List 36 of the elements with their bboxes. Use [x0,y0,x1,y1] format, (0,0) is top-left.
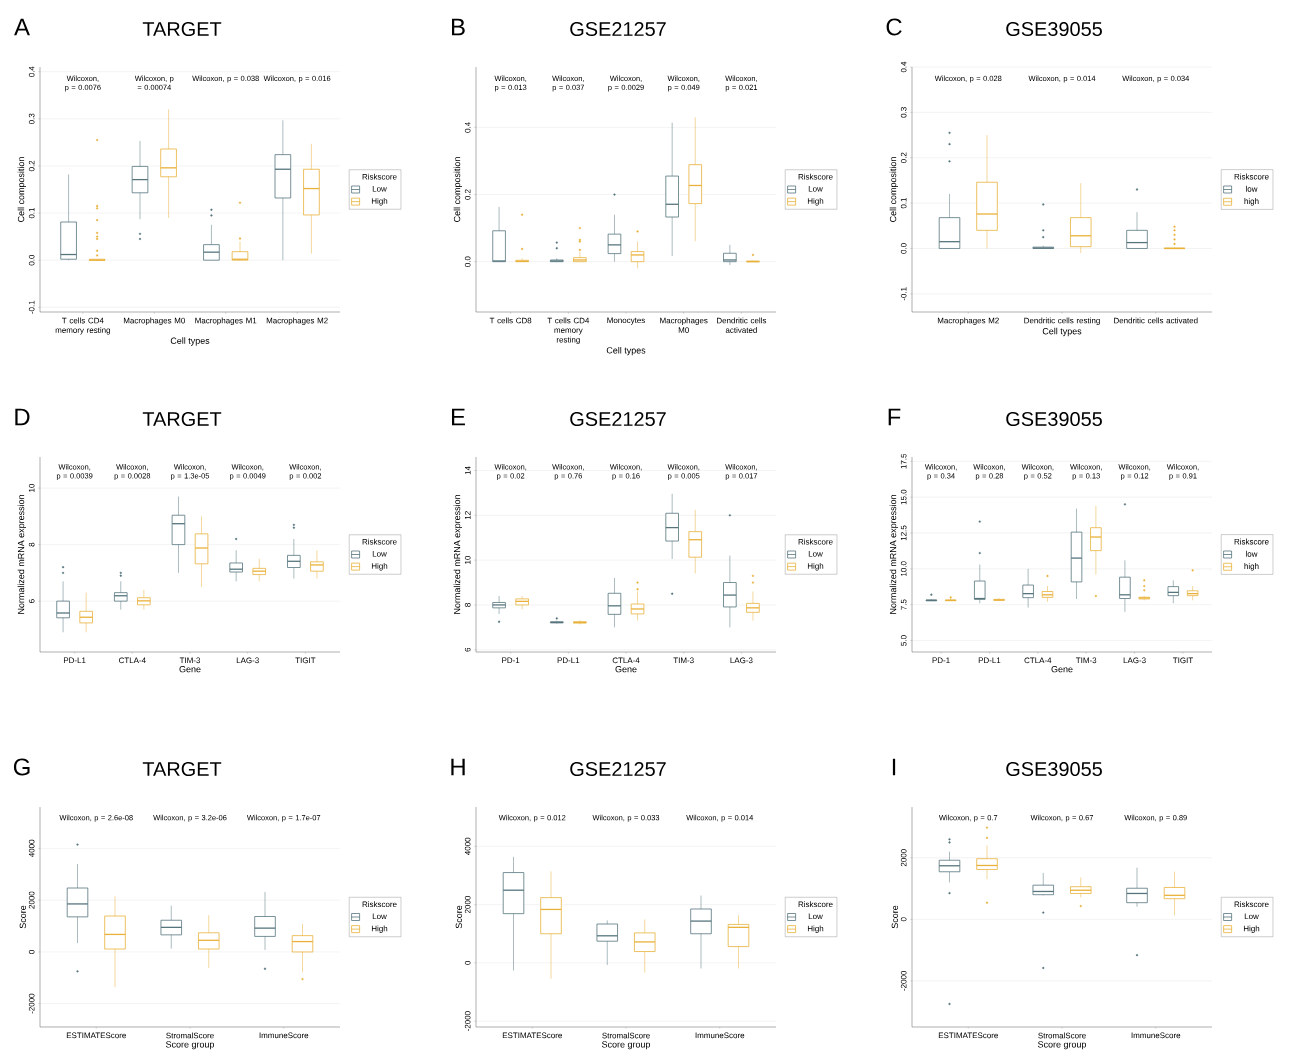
x-axis-title: Gene [179,666,201,673]
chart-title: GSE39055 [1006,761,1102,777]
y-axis-title: Normalized mRNA expression [17,495,26,614]
y-axis-title: Cell composition [889,157,899,222]
chart-title: TARGET [142,761,222,777]
y-axis-title: Normalized mRNA expression [889,495,899,614]
chart-title: TARGET [142,21,222,37]
text: H [451,758,465,776]
x-axis-title: Score group [1038,1041,1087,1050]
x-axis-title: Score group [165,1041,215,1050]
x-axis-title: Gene [1051,666,1073,673]
text: D [15,408,30,426]
x-axis-title: Cell types [606,346,646,356]
x-axis-title: Cell types [1042,327,1082,337]
text: G [13,758,30,776]
x-axis-title: Cell types [170,337,210,346]
text: I [892,758,896,776]
text: A [14,18,30,36]
chart-title: GSE21257 [570,411,666,427]
text: E [452,408,465,426]
y-axis-title: Score [455,905,463,929]
y-axis-title: Normalized mRNA expression [453,495,463,614]
y-axis-title: Score [891,905,899,929]
y-axis-title: Score [19,905,27,929]
chart-title: GSE21257 [570,761,666,777]
x-axis-title: Gene [615,666,637,673]
chart-title: GSE39055 [1006,21,1102,37]
text: F [888,408,901,426]
chart-title: TARGET [142,411,222,427]
text: B [452,18,465,36]
y-axis-title: Cell composition [17,157,26,222]
text: C [886,18,902,36]
chart-title: GSE21257 [570,21,666,37]
y-axis-title: Cell composition [453,157,463,222]
x-axis-title: Score group [601,1041,651,1050]
chart-title: GSE39055 [1006,411,1102,427]
